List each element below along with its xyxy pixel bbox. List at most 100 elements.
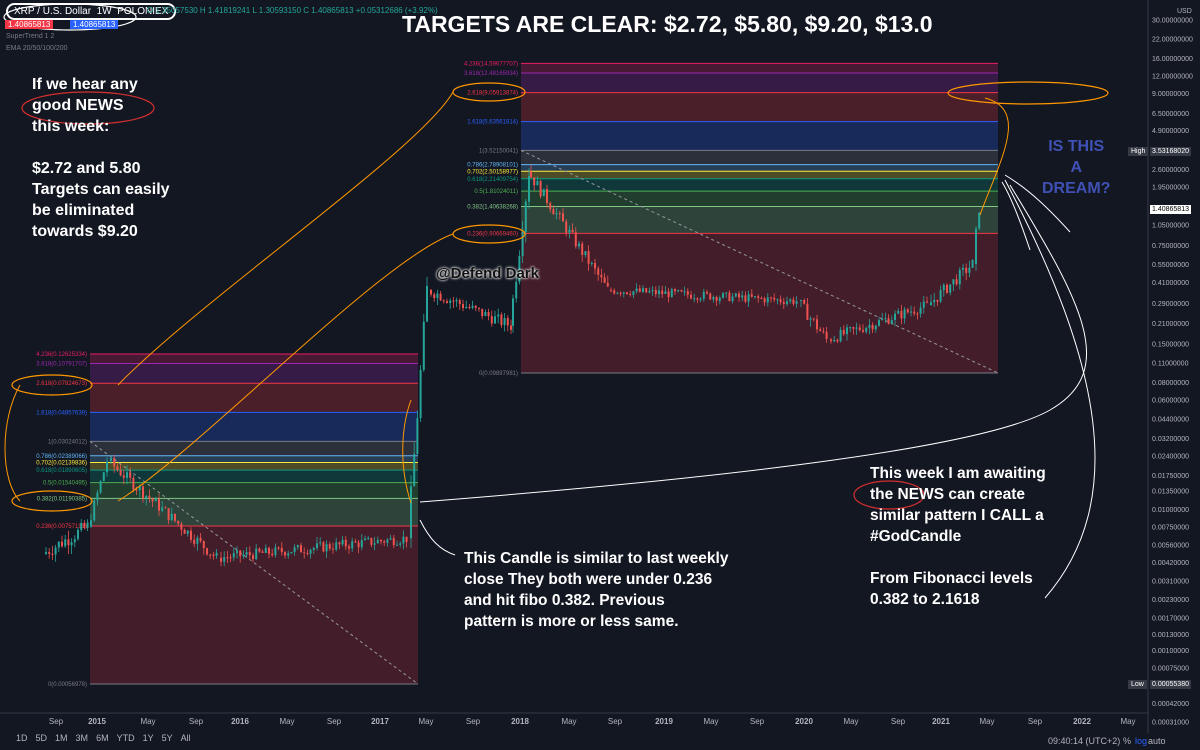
candle-body: [779, 299, 782, 302]
candle-body: [597, 268, 600, 275]
candle-body: [773, 297, 776, 300]
candle-body: [48, 552, 51, 554]
candle-body: [613, 290, 616, 294]
log-toggle[interactable]: log: [1135, 736, 1148, 746]
fib-level-label: 3.618(0.10791707): [36, 362, 87, 368]
candle-body: [965, 267, 968, 273]
fib-zone: [521, 191, 998, 207]
candle-body: [54, 547, 57, 555]
fib-level-label: 4.236(0.12625334): [36, 352, 87, 358]
candle-body: [916, 313, 919, 315]
candle-body: [702, 291, 705, 299]
range-button-5d[interactable]: 5D: [35, 733, 48, 743]
symbol-legend[interactable]: XRP / U.S. Dollar 1W POLONIEX: [6, 3, 177, 20]
candle-body: [132, 477, 135, 490]
candle-body: [946, 284, 948, 293]
candle-body: [354, 541, 357, 543]
candle-body: [413, 453, 416, 487]
candle-body: [722, 293, 724, 298]
candle-body: [571, 229, 574, 232]
candle-body: [300, 545, 302, 553]
candle-body: [293, 547, 296, 553]
indicator-supertrend[interactable]: SuperTrend 1 2: [6, 33, 55, 40]
candle-body: [45, 552, 47, 554]
arrow-dream: [1004, 174, 1071, 233]
candle-body: [212, 554, 215, 556]
price-tick-label: 0.00230000: [1152, 597, 1189, 604]
fib-trend-line: [520, 149, 999, 374]
candle-body: [587, 251, 590, 264]
fib-zone: [521, 171, 998, 179]
range-button-3m[interactable]: 3M: [75, 733, 89, 743]
candle-body: [942, 284, 945, 291]
candle-body: [206, 548, 208, 555]
candle-body: [528, 176, 530, 202]
candle-body: [712, 297, 715, 300]
candle-body: [897, 311, 900, 314]
candle-body: [836, 339, 839, 342]
fib-zone: [521, 72, 998, 93]
candle-body: [332, 548, 334, 550]
candle-body: [64, 539, 67, 547]
candle-body: [113, 458, 116, 467]
candle-body: [458, 300, 461, 305]
buy-price-box[interactable]: 1.40865813: [70, 20, 119, 29]
time-tick-label: May: [703, 717, 718, 726]
sell-price-box[interactable]: 1.40865813: [5, 20, 54, 29]
candle-body: [145, 495, 148, 499]
indicator-ema[interactable]: EMA 20/50/100/200: [6, 45, 68, 52]
candle-body: [364, 538, 366, 541]
candle-body: [245, 552, 248, 555]
range-button-1y[interactable]: 1Y: [142, 733, 154, 743]
price-tick-label: 0.08000000: [1152, 380, 1189, 387]
candle-body: [731, 296, 734, 302]
time-tick-label: Sep: [891, 717, 906, 726]
candle-body: [754, 296, 756, 298]
range-button-all[interactable]: All: [180, 733, 191, 743]
fib-level-label: 0.618(0.01890605): [36, 468, 87, 474]
fib-level-label: 0.382(1.40638268): [467, 205, 518, 211]
range-button-1m[interactable]: 1M: [55, 733, 68, 743]
candle-body: [446, 301, 448, 303]
candle-body: [699, 298, 702, 300]
candle-body: [900, 311, 903, 319]
time-tick-label: Sep: [466, 717, 481, 726]
interval-label: 1W: [96, 6, 112, 17]
candle-body: [757, 296, 760, 299]
candle-body: [789, 299, 792, 302]
candle-body: [161, 507, 164, 511]
candle-body: [594, 262, 596, 269]
fib-zone: [90, 470, 418, 483]
range-button-5y[interactable]: 5Y: [161, 733, 173, 743]
candle-body: [803, 300, 806, 304]
candle-body: [348, 546, 350, 549]
fib-zone: [90, 526, 418, 684]
fib-level-label: 0(0.00056978): [48, 682, 87, 688]
candle-body: [220, 557, 222, 562]
candle-body: [693, 298, 696, 300]
candle-body: [971, 259, 974, 268]
fib-level-label: 0.786(0.02389066): [36, 454, 87, 460]
candle-body: [512, 298, 514, 326]
candle-body: [690, 294, 692, 299]
clock: 09:40:14 (UTC+2): [1048, 736, 1121, 746]
candle-body: [119, 469, 122, 476]
auto-toggle[interactable]: auto: [1148, 736, 1166, 746]
arrow-dream-2: [1001, 181, 1031, 251]
candle-body: [287, 553, 290, 556]
price-tick-label: 0.00560000: [1152, 542, 1189, 549]
range-button-6m[interactable]: 6M: [96, 733, 109, 743]
candle-body: [274, 547, 277, 556]
percent-toggle[interactable]: %: [1123, 736, 1132, 746]
candle-body: [280, 547, 283, 553]
price-tick-label: 16.00000000: [1152, 56, 1193, 63]
candle-body: [822, 331, 825, 333]
candle-body: [833, 339, 836, 342]
candle-body: [468, 306, 471, 308]
candle-body: [903, 309, 906, 319]
fib-zone: [90, 482, 418, 499]
time-axis: Sep 2015 May Sep 2016 May Sep 2017 May Sep 2018 May…: [0, 712, 1148, 726]
range-button-ytd[interactable]: YTD: [116, 733, 135, 743]
range-button-1d[interactable]: 1D: [16, 733, 28, 743]
